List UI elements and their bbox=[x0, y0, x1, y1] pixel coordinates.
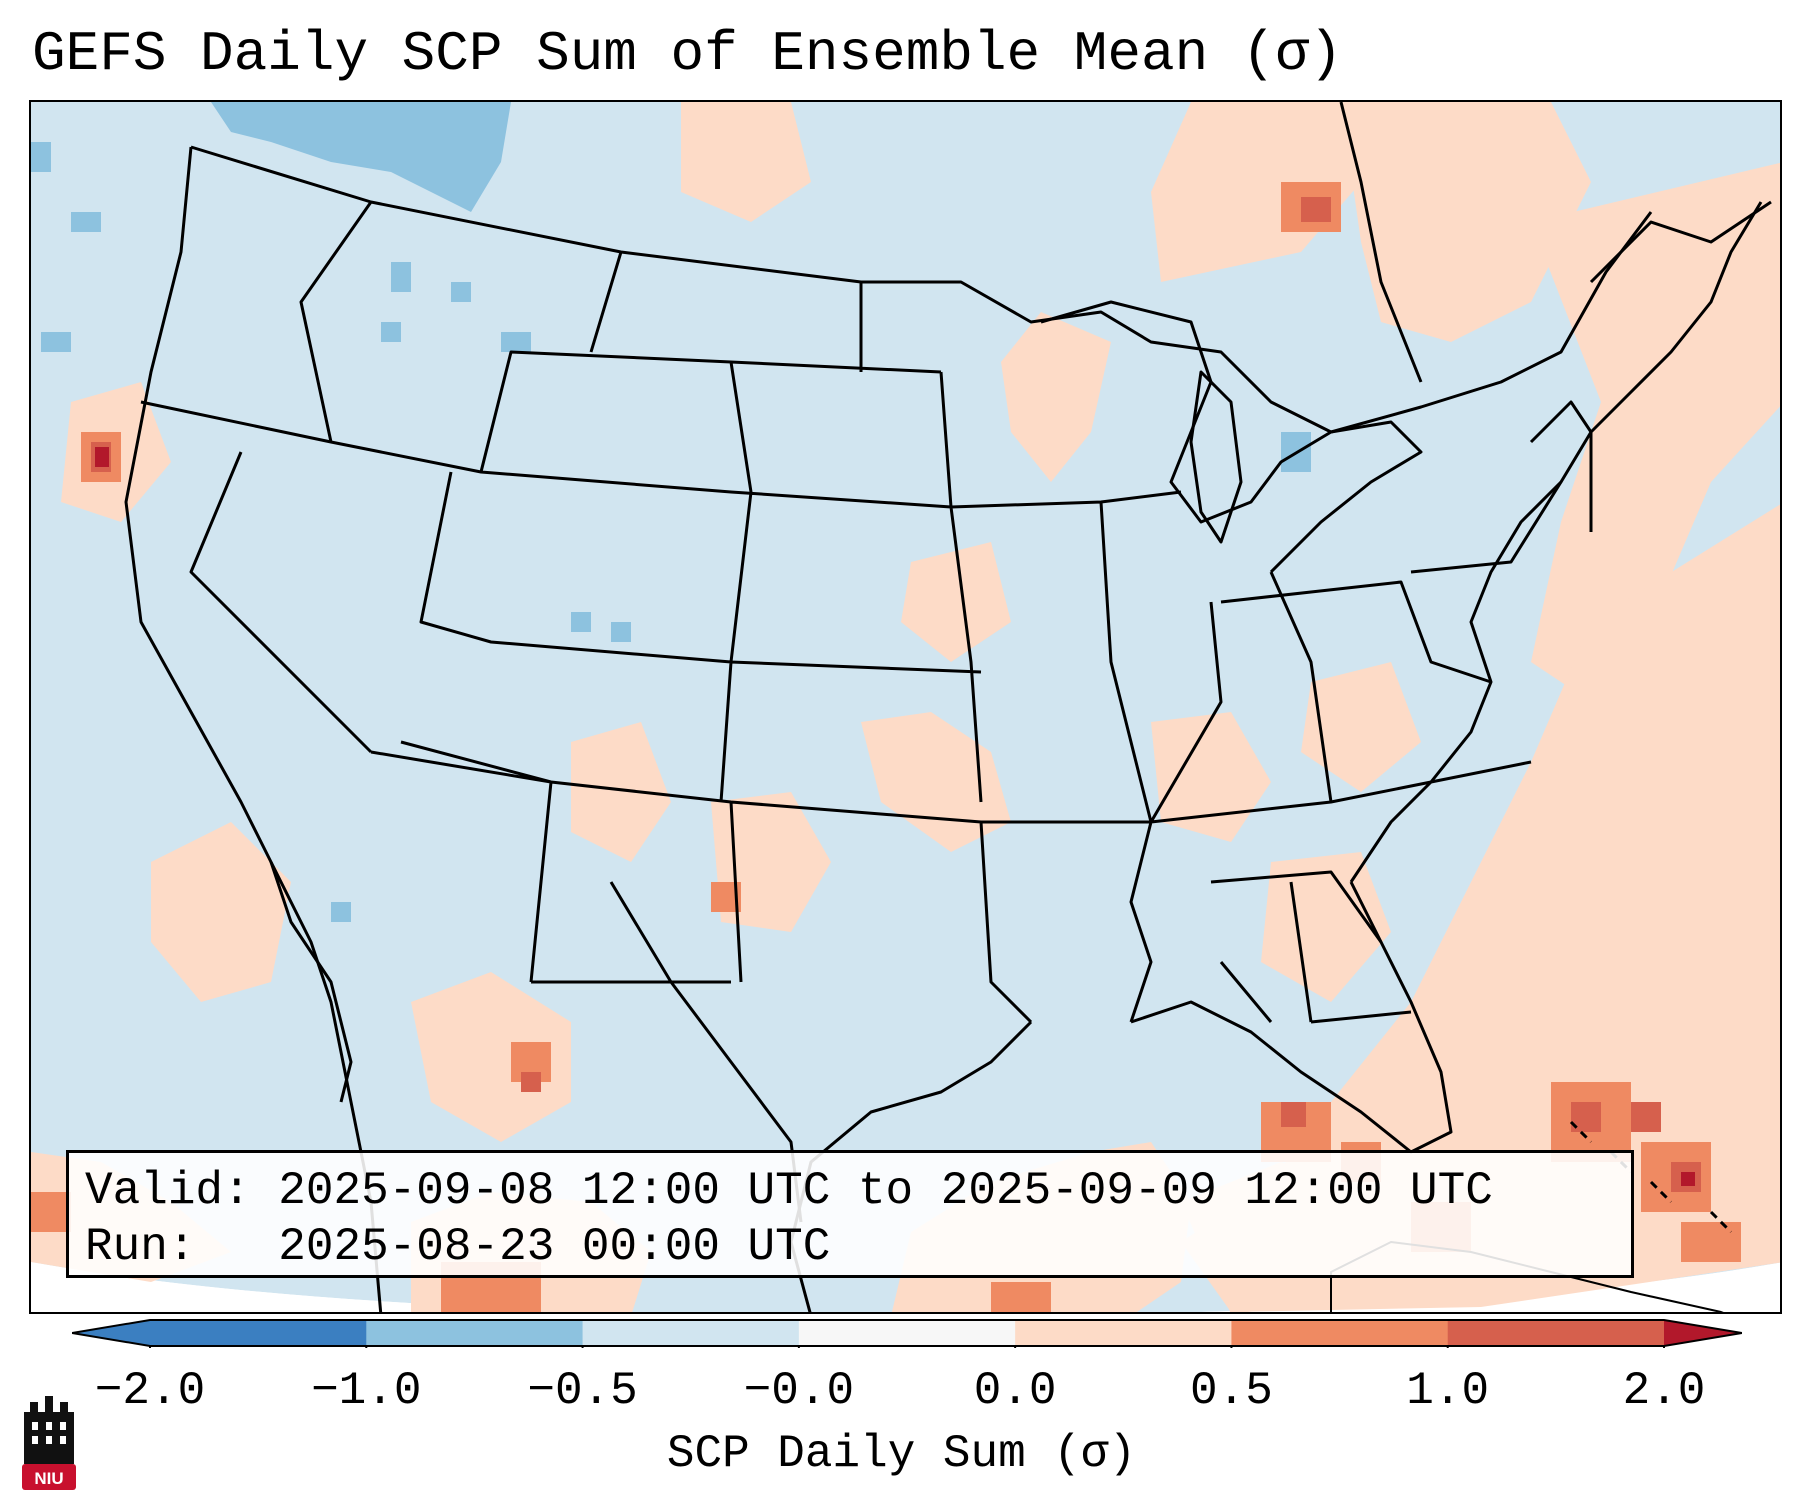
colorbar-tick-label: −2.0 bbox=[94, 1365, 206, 1417]
colorbar-extend-low bbox=[72, 1320, 150, 1346]
colorbar-extend-high bbox=[1664, 1320, 1742, 1346]
state-lines bbox=[140, 201, 1593, 1024]
colorbar-tick-label: −1.0 bbox=[311, 1365, 422, 1417]
colorbar-segment bbox=[1231, 1320, 1449, 1346]
colorbar-tick-label: −0.0 bbox=[743, 1365, 855, 1417]
colorbar-segment bbox=[798, 1320, 1016, 1346]
colorbar-tick-label: −0.5 bbox=[527, 1365, 638, 1417]
lake-michigan bbox=[1189, 370, 1243, 544]
colorbar-segment bbox=[1447, 1320, 1665, 1346]
canada-ne-coast bbox=[1339, 102, 1772, 383]
run-value: 2025-08-23 00:00 UTC bbox=[278, 1221, 831, 1273]
colorbar-segment bbox=[582, 1320, 800, 1346]
east-coast bbox=[1349, 201, 1763, 883]
us-canada-border bbox=[190, 145, 1653, 434]
colorbar-segment bbox=[150, 1320, 367, 1346]
colorbar bbox=[72, 1319, 1742, 1348]
extreme-positive-areas bbox=[95, 447, 1695, 1186]
valid-run-info-box: Valid: 2025-09-08 12:00 UTC to 2025-09-0… bbox=[66, 1150, 1634, 1278]
colorbar-tick-label: 0.0 bbox=[973, 1365, 1057, 1417]
colorbar-tick-label: 0.5 bbox=[1190, 1365, 1273, 1417]
valid-label: Valid: bbox=[85, 1165, 251, 1217]
outside-projection bbox=[31, 1262, 1780, 1312]
valid-value: 2025-09-08 12:00 UTC to 2025-09-09 12:00… bbox=[278, 1165, 1493, 1217]
colorbar-tick-label: 1.0 bbox=[1406, 1365, 1490, 1417]
colorbar-segment bbox=[1015, 1320, 1232, 1346]
west-coast bbox=[124, 146, 383, 1312]
negative-anomaly-areas bbox=[31, 102, 1311, 922]
map-panel bbox=[29, 100, 1782, 1314]
scp-map bbox=[31, 102, 1780, 1312]
colorbar-segment bbox=[366, 1320, 584, 1346]
run-label: Run: bbox=[85, 1221, 196, 1273]
colorbar-label: SCP Daily Sum (σ) bbox=[666, 1428, 1137, 1480]
logo-text: NIU bbox=[34, 1469, 63, 1488]
niu-logo: NIU bbox=[22, 1396, 76, 1490]
chart-title: GEFS Daily SCP Sum of Ensemble Mean (σ) bbox=[32, 22, 1343, 86]
great-lakes bbox=[1040, 300, 1423, 574]
logo-badge bbox=[22, 1464, 76, 1490]
colorbar-tick-label: 2.0 bbox=[1622, 1365, 1706, 1417]
baja-peninsula bbox=[269, 861, 353, 1103]
